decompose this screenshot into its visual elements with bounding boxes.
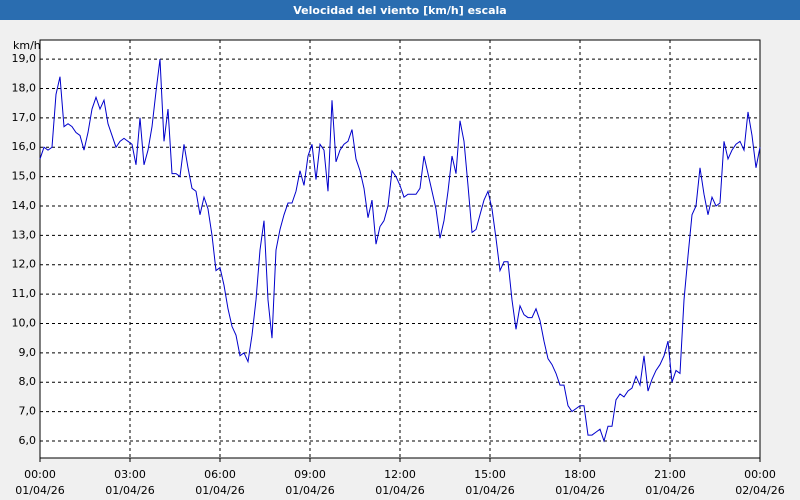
wind-line [39, 59, 761, 443]
x-tick-label: 21:00 [654, 468, 686, 481]
x-tick-date: 01/04/26 [375, 484, 424, 497]
y-axis-label: km/h [13, 39, 41, 52]
x-tick-date: 02/04/26 [735, 484, 784, 497]
x-tick-date: 01/04/26 [105, 484, 154, 497]
x-tick-date: 01/04/26 [645, 484, 694, 497]
x-tick-label: 03:00 [114, 468, 146, 481]
y-tick-label: 8,0 [19, 375, 37, 388]
y-tick-label: 6,0 [19, 434, 37, 447]
y-tick-label: 16,0 [12, 140, 37, 153]
y-tick-label: 10,0 [12, 316, 37, 329]
y-tick-label: 18,0 [12, 81, 37, 94]
x-tick-label: 18:00 [564, 468, 596, 481]
y-tick-label: 13,0 [12, 228, 37, 241]
y-tick-label: 14,0 [12, 199, 37, 212]
x-tick-label: 00:00 [744, 468, 776, 481]
y-tick-label: 15,0 [12, 170, 37, 183]
y-tick-label: 11,0 [12, 287, 37, 300]
y-tick-label: 17,0 [12, 111, 37, 124]
x-tick-date: 01/04/26 [195, 484, 244, 497]
x-tick-label: 00:00 [24, 468, 56, 481]
y-tick-label: 7,0 [19, 405, 37, 418]
x-tick-label: 12:00 [384, 468, 416, 481]
chart-title: Velocidad del viento [km/h] escala [293, 4, 506, 17]
y-tick-label: 19,0 [12, 52, 37, 65]
x-tick-date: 01/04/26 [15, 484, 64, 497]
y-tick-label: 9,0 [19, 346, 37, 359]
x-tick-label: 15:00 [474, 468, 506, 481]
x-tick-date: 01/04/26 [465, 484, 514, 497]
x-tick-date: 01/04/26 [555, 484, 604, 497]
x-tick-date: 01/04/26 [285, 484, 334, 497]
title-bar [0, 0, 800, 20]
x-tick-label: 06:00 [204, 468, 236, 481]
x-tick-label: 09:00 [294, 468, 326, 481]
y-tick-label: 12,0 [12, 258, 37, 271]
